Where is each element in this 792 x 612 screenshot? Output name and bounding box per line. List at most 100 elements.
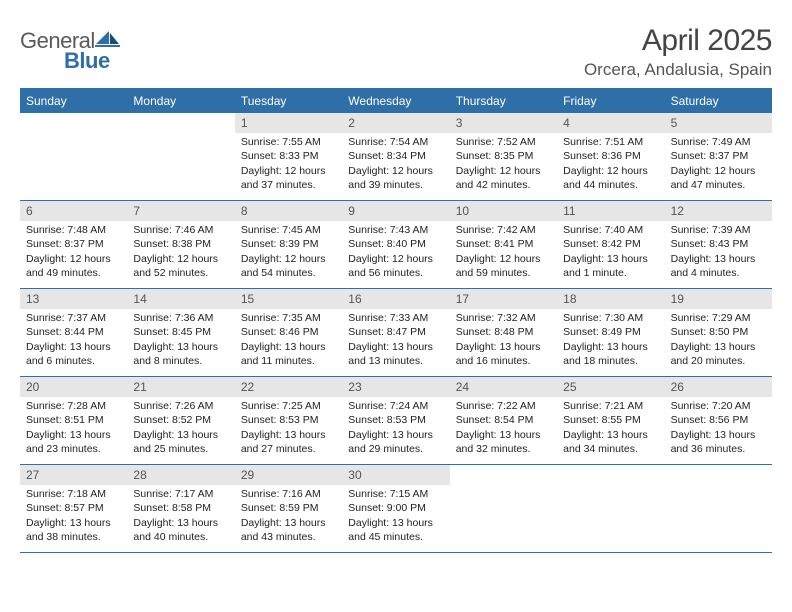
calendar-week-row: 6Sunrise: 7:48 AMSunset: 8:37 PMDaylight… [20, 201, 772, 289]
calendar-day-cell: 12Sunrise: 7:39 AMSunset: 8:43 PMDayligh… [665, 201, 772, 288]
location: Orcera, Andalusia, Spain [584, 60, 772, 80]
calendar-day-cell: 14Sunrise: 7:36 AMSunset: 8:45 PMDayligh… [127, 289, 234, 376]
daylight-line: Daylight: 12 hours and 39 minutes. [348, 164, 443, 192]
day-number: 12 [665, 201, 772, 221]
sunrise-line: Sunrise: 7:15 AM [348, 487, 443, 501]
daylight-line: Daylight: 13 hours and 23 minutes. [26, 428, 121, 456]
calendar-day-cell: 6Sunrise: 7:48 AMSunset: 8:37 PMDaylight… [20, 201, 127, 288]
sunrise-line: Sunrise: 7:35 AM [241, 311, 336, 325]
day-number: 13 [20, 289, 127, 309]
sunset-line: Sunset: 8:58 PM [133, 501, 228, 515]
sunrise-line: Sunrise: 7:37 AM [26, 311, 121, 325]
day-number: 7 [127, 201, 234, 221]
sunrise-line: Sunrise: 7:52 AM [456, 135, 551, 149]
calendar-empty-cell [665, 465, 772, 552]
sunrise-line: Sunrise: 7:36 AM [133, 311, 228, 325]
calendar-day-cell: 5Sunrise: 7:49 AMSunset: 8:37 PMDaylight… [665, 113, 772, 200]
sunset-line: Sunset: 8:52 PM [133, 413, 228, 427]
day-details: Sunrise: 7:17 AMSunset: 8:58 PMDaylight:… [127, 485, 234, 550]
sunset-line: Sunset: 8:49 PM [563, 325, 658, 339]
day-number: 4 [557, 113, 664, 133]
calendar-day-cell: 20Sunrise: 7:28 AMSunset: 8:51 PMDayligh… [20, 377, 127, 464]
calendar-day-cell: 2Sunrise: 7:54 AMSunset: 8:34 PMDaylight… [342, 113, 449, 200]
calendar-day-cell: 4Sunrise: 7:51 AMSunset: 8:36 PMDaylight… [557, 113, 664, 200]
daylight-line: Daylight: 13 hours and 32 minutes. [456, 428, 551, 456]
day-number: 21 [127, 377, 234, 397]
brand-logo: General Blue [20, 24, 123, 54]
calendar-day-cell: 16Sunrise: 7:33 AMSunset: 8:47 PMDayligh… [342, 289, 449, 376]
calendar-day-cell: 21Sunrise: 7:26 AMSunset: 8:52 PMDayligh… [127, 377, 234, 464]
calendar-day-cell: 8Sunrise: 7:45 AMSunset: 8:39 PMDaylight… [235, 201, 342, 288]
header: General Blue April 2025 Orcera, Andalusi… [20, 24, 772, 80]
calendar-week-row: 27Sunrise: 7:18 AMSunset: 8:57 PMDayligh… [20, 465, 772, 553]
sunrise-line: Sunrise: 7:25 AM [241, 399, 336, 413]
sunset-line: Sunset: 8:35 PM [456, 149, 551, 163]
day-number: 30 [342, 465, 449, 485]
day-details: Sunrise: 7:51 AMSunset: 8:36 PMDaylight:… [557, 133, 664, 198]
day-number: 19 [665, 289, 772, 309]
calendar-day-cell: 26Sunrise: 7:20 AMSunset: 8:56 PMDayligh… [665, 377, 772, 464]
day-details: Sunrise: 7:24 AMSunset: 8:53 PMDaylight:… [342, 397, 449, 462]
day-details: Sunrise: 7:28 AMSunset: 8:51 PMDaylight:… [20, 397, 127, 462]
calendar-empty-cell [127, 113, 234, 200]
daylight-line: Daylight: 12 hours and 49 minutes. [26, 252, 121, 280]
day-number: 26 [665, 377, 772, 397]
day-details: Sunrise: 7:30 AMSunset: 8:49 PMDaylight:… [557, 309, 664, 374]
sunset-line: Sunset: 8:50 PM [671, 325, 766, 339]
day-number: 23 [342, 377, 449, 397]
sunrise-line: Sunrise: 7:39 AM [671, 223, 766, 237]
day-details: Sunrise: 7:35 AMSunset: 8:46 PMDaylight:… [235, 309, 342, 374]
sunrise-line: Sunrise: 7:28 AM [26, 399, 121, 413]
daylight-line: Daylight: 13 hours and 40 minutes. [133, 516, 228, 544]
daylight-line: Daylight: 13 hours and 20 minutes. [671, 340, 766, 368]
weekday-header: Saturday [665, 90, 772, 113]
sunset-line: Sunset: 8:47 PM [348, 325, 443, 339]
day-number: 5 [665, 113, 772, 133]
day-details: Sunrise: 7:25 AMSunset: 8:53 PMDaylight:… [235, 397, 342, 462]
sunrise-line: Sunrise: 7:42 AM [456, 223, 551, 237]
sunset-line: Sunset: 8:34 PM [348, 149, 443, 163]
daylight-line: Daylight: 13 hours and 34 minutes. [563, 428, 658, 456]
day-number: 6 [20, 201, 127, 221]
sunrise-line: Sunrise: 7:51 AM [563, 135, 658, 149]
day-details: Sunrise: 7:29 AMSunset: 8:50 PMDaylight:… [665, 309, 772, 374]
calendar-day-cell: 30Sunrise: 7:15 AMSunset: 9:00 PMDayligh… [342, 465, 449, 552]
day-details: Sunrise: 7:40 AMSunset: 8:42 PMDaylight:… [557, 221, 664, 286]
sunset-line: Sunset: 8:51 PM [26, 413, 121, 427]
sunrise-line: Sunrise: 7:22 AM [456, 399, 551, 413]
sunset-line: Sunset: 8:53 PM [348, 413, 443, 427]
day-details: Sunrise: 7:32 AMSunset: 8:48 PMDaylight:… [450, 309, 557, 374]
sunset-line: Sunset: 8:37 PM [671, 149, 766, 163]
day-number: 9 [342, 201, 449, 221]
sunset-line: Sunset: 8:39 PM [241, 237, 336, 251]
sunset-line: Sunset: 8:41 PM [456, 237, 551, 251]
weekday-header: Thursday [450, 90, 557, 113]
calendar-day-cell: 7Sunrise: 7:46 AMSunset: 8:38 PMDaylight… [127, 201, 234, 288]
sunset-line: Sunset: 8:56 PM [671, 413, 766, 427]
day-details: Sunrise: 7:52 AMSunset: 8:35 PMDaylight:… [450, 133, 557, 198]
day-details: Sunrise: 7:49 AMSunset: 8:37 PMDaylight:… [665, 133, 772, 198]
title-block: April 2025 Orcera, Andalusia, Spain [584, 24, 772, 80]
day-details: Sunrise: 7:26 AMSunset: 8:52 PMDaylight:… [127, 397, 234, 462]
weekday-header: Tuesday [235, 90, 342, 113]
daylight-line: Daylight: 12 hours and 54 minutes. [241, 252, 336, 280]
sunrise-line: Sunrise: 7:30 AM [563, 311, 658, 325]
daylight-line: Daylight: 13 hours and 8 minutes. [133, 340, 228, 368]
page-title: April 2025 [584, 24, 772, 58]
daylight-line: Daylight: 13 hours and 38 minutes. [26, 516, 121, 544]
daylight-line: Daylight: 12 hours and 44 minutes. [563, 164, 658, 192]
sunrise-line: Sunrise: 7:20 AM [671, 399, 766, 413]
calendar-week-row: 13Sunrise: 7:37 AMSunset: 8:44 PMDayligh… [20, 289, 772, 377]
daylight-line: Daylight: 13 hours and 29 minutes. [348, 428, 443, 456]
sunrise-line: Sunrise: 7:29 AM [671, 311, 766, 325]
daylight-line: Daylight: 13 hours and 25 minutes. [133, 428, 228, 456]
daylight-line: Daylight: 13 hours and 27 minutes. [241, 428, 336, 456]
calendar-empty-cell [557, 465, 664, 552]
sunset-line: Sunset: 8:57 PM [26, 501, 121, 515]
sunset-line: Sunset: 8:45 PM [133, 325, 228, 339]
calendar: SundayMondayTuesdayWednesdayThursdayFrid… [20, 88, 772, 553]
sunset-line: Sunset: 8:48 PM [456, 325, 551, 339]
day-details: Sunrise: 7:36 AMSunset: 8:45 PMDaylight:… [127, 309, 234, 374]
day-number: 27 [20, 465, 127, 485]
sunrise-line: Sunrise: 7:18 AM [26, 487, 121, 501]
